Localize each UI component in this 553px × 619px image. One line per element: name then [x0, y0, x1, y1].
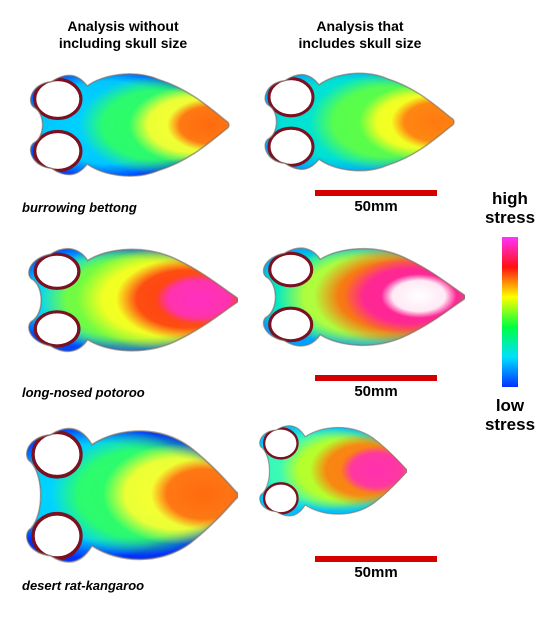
scale-bar: 50mm: [315, 190, 437, 196]
legend-gradient: [502, 237, 518, 387]
scale-bar-label: 50mm: [354, 198, 397, 215]
scale-bar-line: [315, 556, 437, 562]
skull-heatmap: [20, 420, 238, 568]
color-legend: highstress lowstress: [471, 190, 549, 435]
skull-heatmap: [20, 60, 230, 190]
species-label: long-nosed potoroo: [22, 385, 145, 400]
scale-bar-line: [315, 190, 437, 196]
legend-high-label: highstress: [471, 190, 549, 227]
skull-heatmap: [20, 235, 238, 363]
column-header-left: Analysis withoutincluding skull size: [30, 18, 216, 52]
species-label: desert rat-kangaroo: [22, 578, 144, 593]
legend-low-label: lowstress: [471, 397, 549, 434]
skull-heatmap: [255, 235, 465, 357]
scale-bar-line: [315, 375, 437, 381]
scale-bar-label: 50mm: [354, 383, 397, 400]
column-header-right: Analysis thatincludes skull size: [275, 18, 445, 52]
scale-bar: 50mm: [315, 375, 437, 381]
skull-heatmap: [255, 420, 407, 520]
skull-stress-figure: Analysis withoutincluding skull size Ana…: [0, 0, 553, 619]
skull-heatmap: [255, 60, 455, 184]
scale-bar-label: 50mm: [354, 564, 397, 581]
species-label: burrowing bettong: [22, 200, 137, 215]
scale-bar: 50mm: [315, 556, 437, 562]
